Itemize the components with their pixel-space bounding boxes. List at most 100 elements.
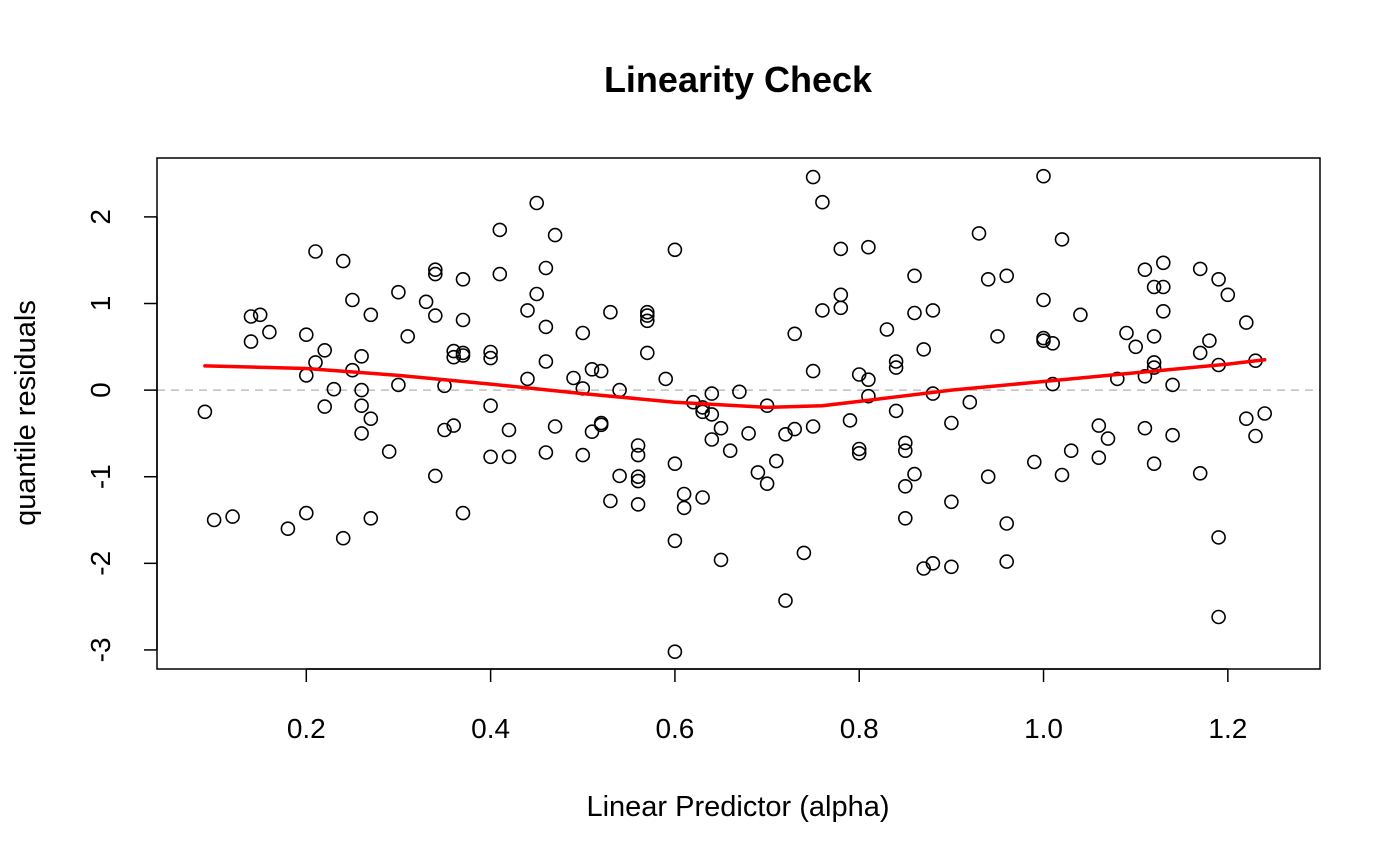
residual-points (197, 168, 1272, 660)
residual-point (1137, 368, 1153, 384)
residual-point (897, 510, 913, 526)
plot-frame (156, 157, 1321, 670)
residual-point (1239, 315, 1254, 330)
y-tick-label: 1 (85, 296, 116, 312)
residual-point (1027, 454, 1042, 470)
residual-point (455, 505, 471, 521)
residual-point (1045, 335, 1060, 351)
residual-point (427, 468, 443, 484)
residual-point (1146, 279, 1162, 295)
residual-point (603, 493, 618, 509)
residual-point (630, 473, 646, 489)
residual-point (713, 420, 729, 436)
residual-point (999, 554, 1015, 569)
residual-point (501, 449, 517, 465)
residual-point (280, 521, 296, 537)
x-tick-label: 0.4 (471, 713, 510, 744)
residual-point (676, 486, 692, 502)
residual-point (732, 384, 747, 400)
residual-point (630, 438, 646, 453)
residual-point (704, 386, 720, 401)
residual-point (501, 422, 517, 438)
residual-point (455, 271, 471, 287)
residual-point (538, 260, 554, 276)
residual-point (1137, 420, 1153, 436)
residual-point (520, 303, 535, 318)
residual-point (916, 342, 932, 357)
residual-point (1146, 360, 1162, 375)
residual-point (888, 360, 904, 375)
residual-point (335, 253, 351, 269)
residual-point (1091, 450, 1107, 466)
residual-point (704, 407, 720, 422)
y-axis: -3 -2 -1 0 1 2 (85, 209, 158, 662)
residual-point (298, 505, 314, 521)
residual-point (225, 509, 240, 524)
residual-point (1036, 333, 1051, 349)
residual-point (1192, 465, 1208, 481)
residual-point (695, 490, 710, 505)
x-tick-label: 1.0 (1024, 713, 1063, 744)
residual-point (446, 418, 462, 433)
residual-point (741, 426, 756, 441)
residual-point (1239, 411, 1254, 427)
residual-point (391, 284, 406, 300)
residual-point (888, 403, 904, 419)
residual-point (833, 241, 849, 257)
residual-point (354, 426, 369, 441)
residual-point (427, 308, 443, 323)
y-tick-label: 2 (85, 209, 116, 225)
residual-point (363, 411, 379, 427)
residual-point (1192, 261, 1208, 277)
residual-point (1211, 530, 1226, 545)
residual-point (1054, 467, 1070, 483)
residual-point (1045, 376, 1060, 392)
residual-point (1248, 428, 1263, 444)
x-tick-label: 0.8 (840, 713, 879, 744)
residual-point (990, 329, 1005, 344)
residual-point (363, 510, 379, 526)
residual-point (1156, 255, 1171, 271)
residual-point (639, 304, 655, 320)
residual-point (483, 344, 498, 360)
residual-point (1128, 339, 1143, 355)
residual-point (944, 559, 959, 575)
residual-point (667, 456, 683, 472)
residual-point (944, 415, 959, 431)
residual-point (547, 419, 563, 434)
residual-point (667, 644, 683, 660)
residual-point (842, 413, 858, 428)
smooth-trend-group (203, 358, 1267, 410)
residual-point (999, 268, 1015, 284)
residual-point (520, 371, 535, 387)
residual-point (1119, 325, 1134, 341)
residual-point (778, 593, 793, 608)
residual-point (1211, 609, 1226, 625)
y-tick-label: -1 (85, 464, 116, 489)
residual-point (971, 226, 987, 241)
residual-point (722, 443, 738, 459)
x-axis-label: Linear Predictor (alpha) (586, 791, 889, 823)
residual-point (446, 343, 462, 359)
residual-point (197, 404, 213, 420)
residual-point (483, 398, 498, 414)
residual-point (400, 329, 416, 344)
residual-point (575, 325, 591, 341)
residual-point (262, 324, 277, 340)
residual-point (529, 195, 545, 211)
residual-point (851, 445, 867, 461)
residual-point (658, 371, 674, 387)
residual-point (768, 453, 784, 469)
residual-point (1156, 279, 1171, 295)
residual-point (593, 363, 609, 379)
residual-point (612, 468, 627, 484)
residual-point (630, 469, 646, 485)
residual-point (1100, 431, 1116, 446)
residual-point (584, 361, 600, 377)
residual-point (1220, 287, 1236, 303)
residual-point (861, 388, 876, 404)
residual-point (427, 266, 443, 282)
residual-point (538, 445, 554, 460)
residual-point (354, 398, 369, 414)
residual-point (1054, 232, 1070, 247)
